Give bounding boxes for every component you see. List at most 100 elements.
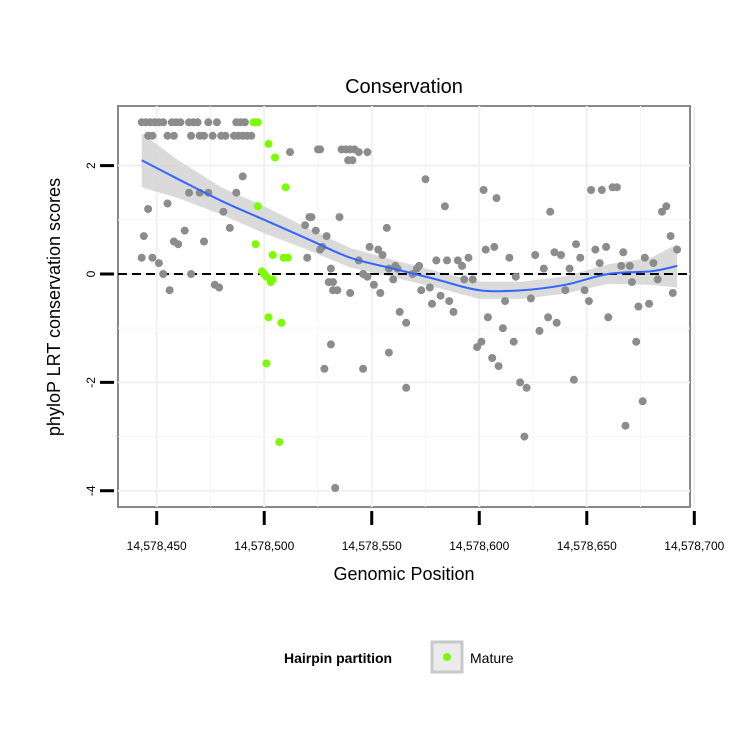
hairpin-point — [531, 251, 540, 259]
y-tick-label: -2 — [84, 377, 98, 388]
hairpin-point — [591, 245, 600, 254]
hairpin-point — [148, 253, 157, 262]
hairpin-point — [316, 145, 325, 154]
hairpin-point — [333, 286, 342, 295]
mature-point — [271, 153, 279, 162]
hairpin-point — [604, 313, 613, 322]
axes: 14,578,450 14,578,500 14,578,550 14,578,600… — [84, 162, 725, 553]
x-tick-label: 14,578,500 — [234, 539, 294, 553]
hairpin-point — [354, 148, 363, 157]
hairpin-point — [219, 207, 228, 216]
hairpin-point — [460, 275, 469, 284]
hairpin-point — [221, 131, 230, 140]
hairpin-point — [137, 253, 146, 262]
mature-point — [277, 318, 286, 327]
hairpin-point — [627, 278, 636, 287]
mature-point — [283, 253, 292, 262]
x-tick-label: 14,578,550 — [342, 539, 402, 553]
hairpin-point — [638, 397, 647, 406]
hairpin-point — [494, 362, 503, 371]
hairpin-point — [483, 313, 492, 322]
hairpin-point — [238, 172, 247, 181]
hairpin-point — [492, 194, 501, 203]
hairpin-point — [666, 232, 675, 241]
hairpin-point — [449, 307, 458, 316]
hairpin-point — [634, 302, 643, 311]
hairpin-point — [163, 199, 172, 208]
hairpin-point — [331, 484, 340, 492]
hairpin-point — [653, 275, 662, 284]
hairpin-point — [673, 245, 682, 254]
hairpin-point — [365, 242, 374, 251]
hairpin-point — [569, 375, 578, 384]
hairpin-point — [382, 223, 391, 232]
hairpin-point — [501, 297, 510, 306]
hairpin-point — [490, 242, 499, 251]
hairpin-point — [176, 118, 185, 127]
hairpin-point — [329, 278, 337, 287]
hairpin-point — [148, 131, 157, 140]
hairpin-point — [488, 354, 497, 362]
hairpin-point — [208, 131, 217, 140]
hairpin-point — [526, 294, 535, 303]
hairpin-point — [522, 383, 531, 392]
hairpin-point — [346, 289, 355, 297]
hairpin-point — [326, 264, 335, 273]
hairpin-point — [649, 259, 658, 268]
hairpin-point — [572, 240, 580, 249]
hairpin-point — [139, 232, 148, 241]
smooth-curve-group — [141, 159, 678, 293]
hairpin-point — [546, 207, 555, 216]
hairpin-point — [185, 188, 193, 197]
hairpin-point — [584, 297, 593, 306]
hairpin-point — [187, 131, 196, 140]
hairpin-point — [550, 248, 559, 257]
hairpin-point — [436, 291, 445, 300]
hairpin-point — [225, 223, 234, 232]
y-tick-label: 0 — [84, 270, 98, 277]
mature-point — [262, 359, 271, 368]
hairpin-point — [645, 299, 654, 308]
hairpin-point — [322, 232, 331, 241]
hairpin-point — [415, 261, 424, 270]
mature-point — [275, 438, 284, 446]
hairpin-point — [662, 202, 671, 211]
hairpin-point — [428, 299, 436, 308]
hairpin-point — [335, 213, 344, 222]
x-tick-label: 14,578,700 — [664, 539, 724, 553]
hairpin-point — [374, 245, 383, 254]
hairpin-point — [516, 378, 525, 387]
hairpin-point — [311, 226, 320, 235]
hairpin-point — [445, 297, 454, 306]
chart-title: Conservation — [345, 76, 463, 98]
hairpin-point — [443, 256, 451, 265]
hairpin-point — [458, 261, 467, 270]
hairpin-point — [621, 421, 630, 430]
hairpin-point — [376, 289, 385, 297]
hairpin-point — [144, 205, 153, 213]
y-axis-label: phyloP LRT conservation scores — [44, 178, 64, 436]
hairpin-point — [473, 343, 482, 352]
hairpin-point — [174, 240, 183, 249]
hairpin-point — [509, 337, 518, 346]
hairpin-point — [464, 253, 473, 262]
legend-mature-marker — [443, 653, 451, 661]
plot-panel — [117, 105, 691, 508]
hairpin-point — [552, 318, 561, 327]
hairpin-point — [520, 432, 529, 441]
hairpin-point — [159, 270, 168, 278]
hairpin-point — [159, 118, 168, 127]
y-tick-label: 2 — [84, 162, 98, 169]
hairpin-point — [402, 383, 411, 392]
hairpin-point — [240, 118, 249, 127]
hairpin-point — [154, 259, 163, 268]
hairpin-point — [597, 186, 606, 194]
legend-title: Hairpin partition — [284, 650, 392, 666]
hairpin-point — [165, 286, 174, 295]
hairpin-point — [193, 118, 202, 127]
mature-point — [264, 139, 273, 148]
hairpin-point — [602, 242, 611, 251]
hairpin-point — [479, 186, 488, 194]
hairpin-point — [163, 131, 172, 140]
